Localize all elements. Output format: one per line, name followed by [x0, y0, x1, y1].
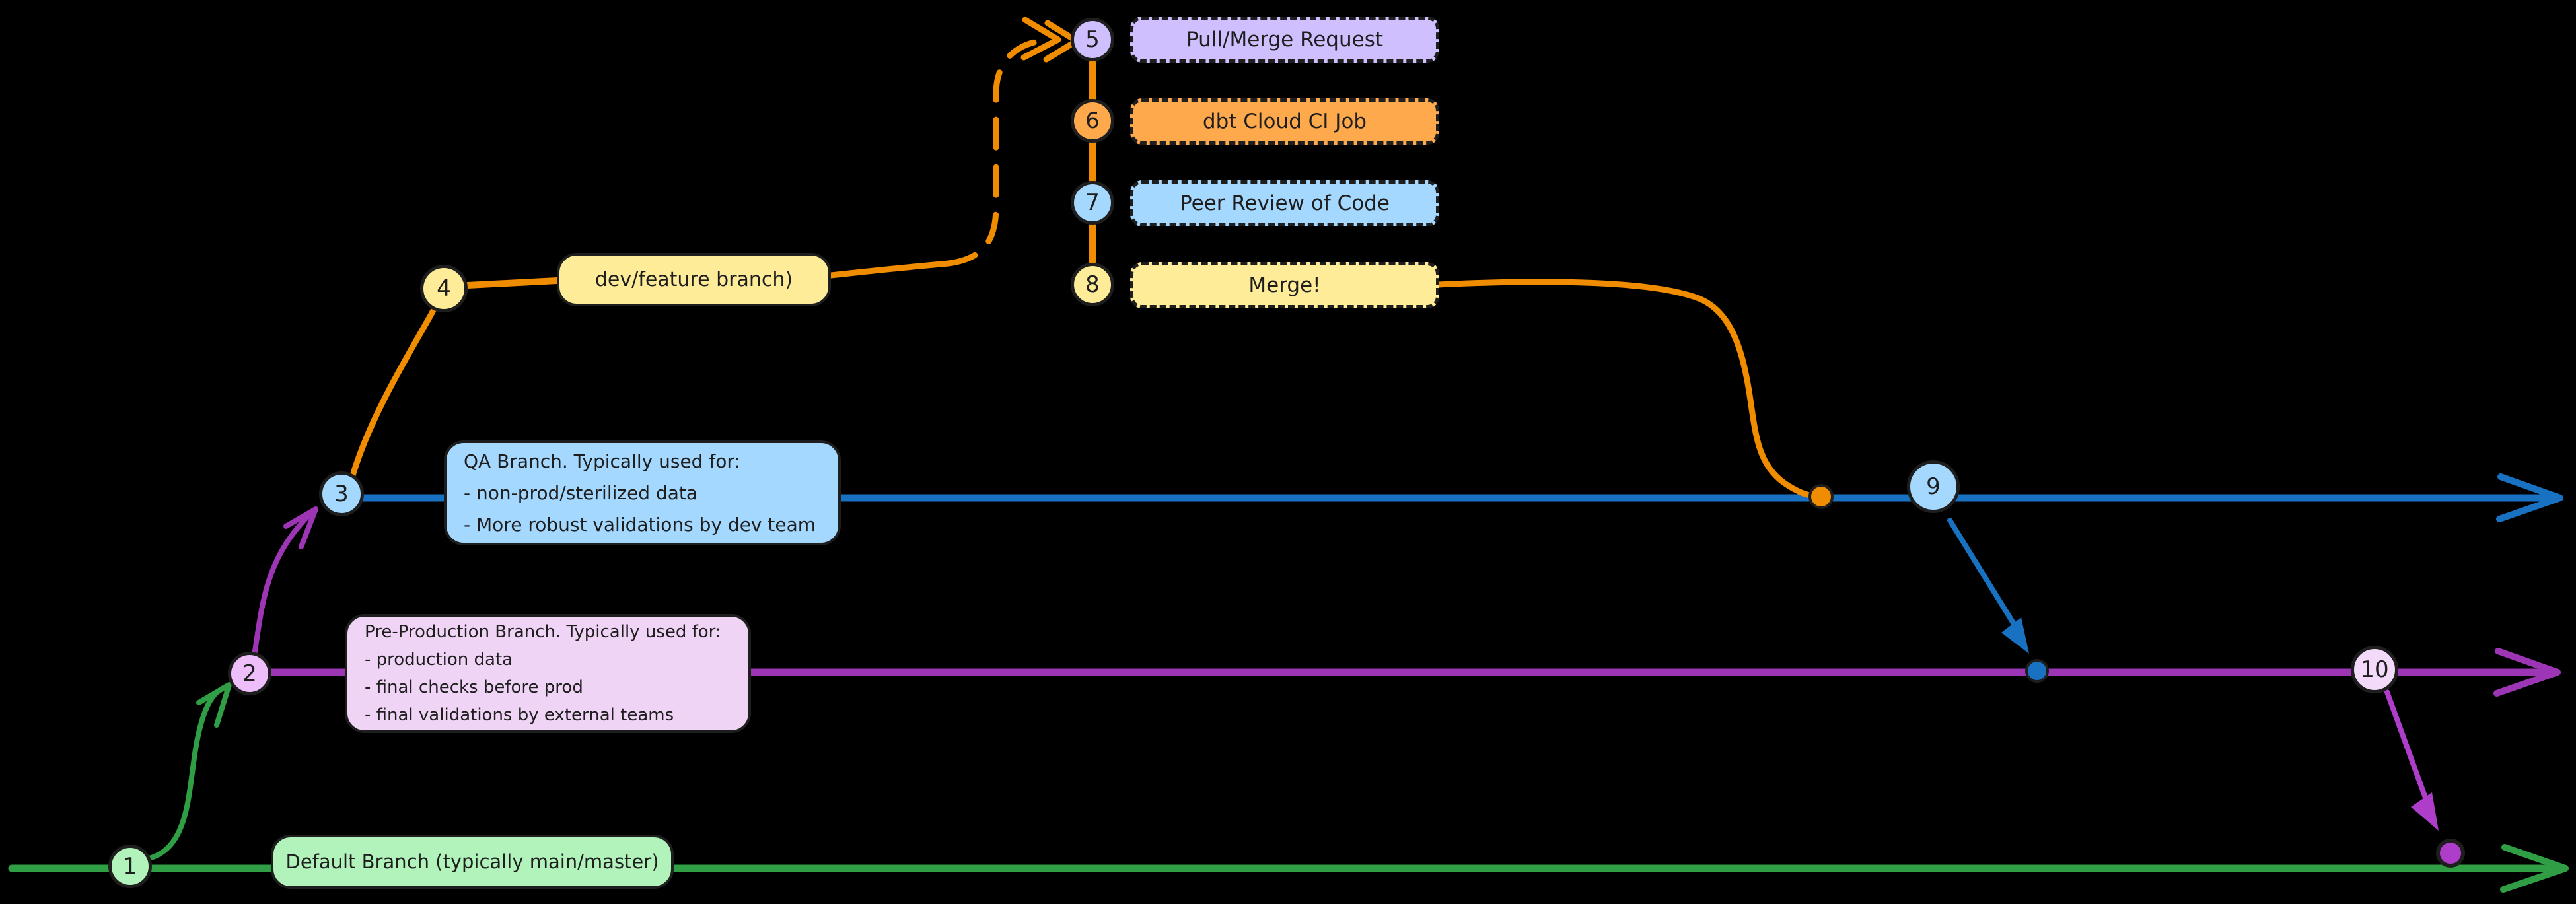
commit-number: 3 — [334, 481, 349, 507]
qa-branch-title: QA Branch. Typically used for: — [464, 450, 740, 472]
merge-commit-dot-preprod — [2025, 659, 2049, 683]
merge-commit-dot-qa — [1808, 484, 1834, 509]
branch-curve-2-to-3 — [252, 510, 314, 658]
commit-node-2: 2 — [228, 652, 271, 695]
preprod-branch-item: - final validations by external teams — [365, 705, 674, 725]
commit-node-7: 7 — [1071, 181, 1114, 225]
workflow-step-label: Pull/Merge Request — [1186, 28, 1383, 52]
merge-arrowhead-9-icon — [2001, 617, 2029, 654]
preprod-branch-label: Pre-Production Branch. Typically used fo… — [345, 614, 751, 733]
commit-number: 10 — [2360, 656, 2389, 683]
commit-node-1: 1 — [108, 845, 152, 888]
commit-number: 7 — [1085, 190, 1100, 216]
commit-number: 2 — [242, 660, 257, 687]
workflow-step-pull-merge-request: Pull/Merge Request — [1130, 17, 1439, 63]
commit-node-3: 3 — [319, 471, 364, 516]
workflow-step-label: dbt Cloud CI Job — [1202, 110, 1367, 133]
commit-number: 5 — [1085, 26, 1100, 53]
dashed-curve-to-pull-request — [945, 39, 1038, 267]
preprod-branch-title: Pre-Production Branch. Typically used fo… — [365, 622, 721, 642]
dev-feature-branch-label: dev/feature branch) — [557, 253, 831, 306]
preprod-branch-item: - production data — [365, 650, 513, 670]
merge-line-9-to-preprod — [1947, 518, 2019, 630]
commit-number: 8 — [1085, 271, 1100, 298]
default-branch-arrowhead-icon — [2500, 844, 2569, 893]
dashed-arrowhead-icon — [1020, 17, 1080, 63]
commit-number: 6 — [1085, 108, 1100, 134]
branch-curve-1-to-2-arrowhead-icon — [196, 682, 232, 728]
commit-node-10: 10 — [2351, 646, 2398, 693]
workflow-step-dbt-cloud-ci-job: dbt Cloud CI Job — [1130, 98, 1439, 145]
default-branch-label: Default Branch (typically main/master) — [271, 835, 674, 889]
branch-label-text: Default Branch (typically main/master) — [285, 851, 659, 873]
line-4-to-dev-box — [464, 277, 560, 289]
qa-branch-label: QA Branch. Typically used for: - non-pro… — [444, 440, 841, 545]
branch-curve-2-to-3-arrowhead-icon — [283, 506, 318, 549]
line-dev-box-right — [828, 260, 952, 279]
commit-number: 1 — [123, 853, 137, 880]
branch-label-text: dev/feature branch) — [594, 268, 793, 291]
workflow-step-merge: Merge! — [1130, 262, 1439, 308]
preprod-branch-arrowhead-icon — [2493, 648, 2561, 697]
commit-node-9: 9 — [1907, 460, 1960, 513]
commit-number: 4 — [437, 275, 451, 302]
commit-node-6: 6 — [1071, 99, 1114, 143]
workflow-step-label: Merge! — [1248, 273, 1321, 297]
merge-line-10-to-default — [2384, 689, 2428, 800]
commit-node-8: 8 — [1071, 263, 1114, 306]
merge-commit-dot-default — [2436, 839, 2465, 868]
qa-branch-item: - non-prod/sterilized data — [464, 481, 698, 504]
workflow-step-peer-review: Peer Review of Code — [1130, 180, 1439, 226]
workflow-step-label: Peer Review of Code — [1180, 191, 1390, 215]
preprod-branch-item: - final checks before prod — [365, 678, 583, 697]
branch-curve-1-to-2 — [144, 683, 230, 862]
commit-node-5: 5 — [1071, 18, 1114, 61]
merge-arrowhead-10-icon — [2411, 792, 2439, 831]
qa-branch-item: - More robust validations by dev team — [464, 513, 816, 536]
qa-branch-arrowhead-icon — [2496, 473, 2563, 522]
commit-node-4: 4 — [420, 265, 468, 312]
commit-number: 9 — [1926, 473, 1941, 500]
branch-curve-3-to-4 — [349, 307, 437, 479]
merge-curve-to-qa — [1435, 279, 1820, 500]
